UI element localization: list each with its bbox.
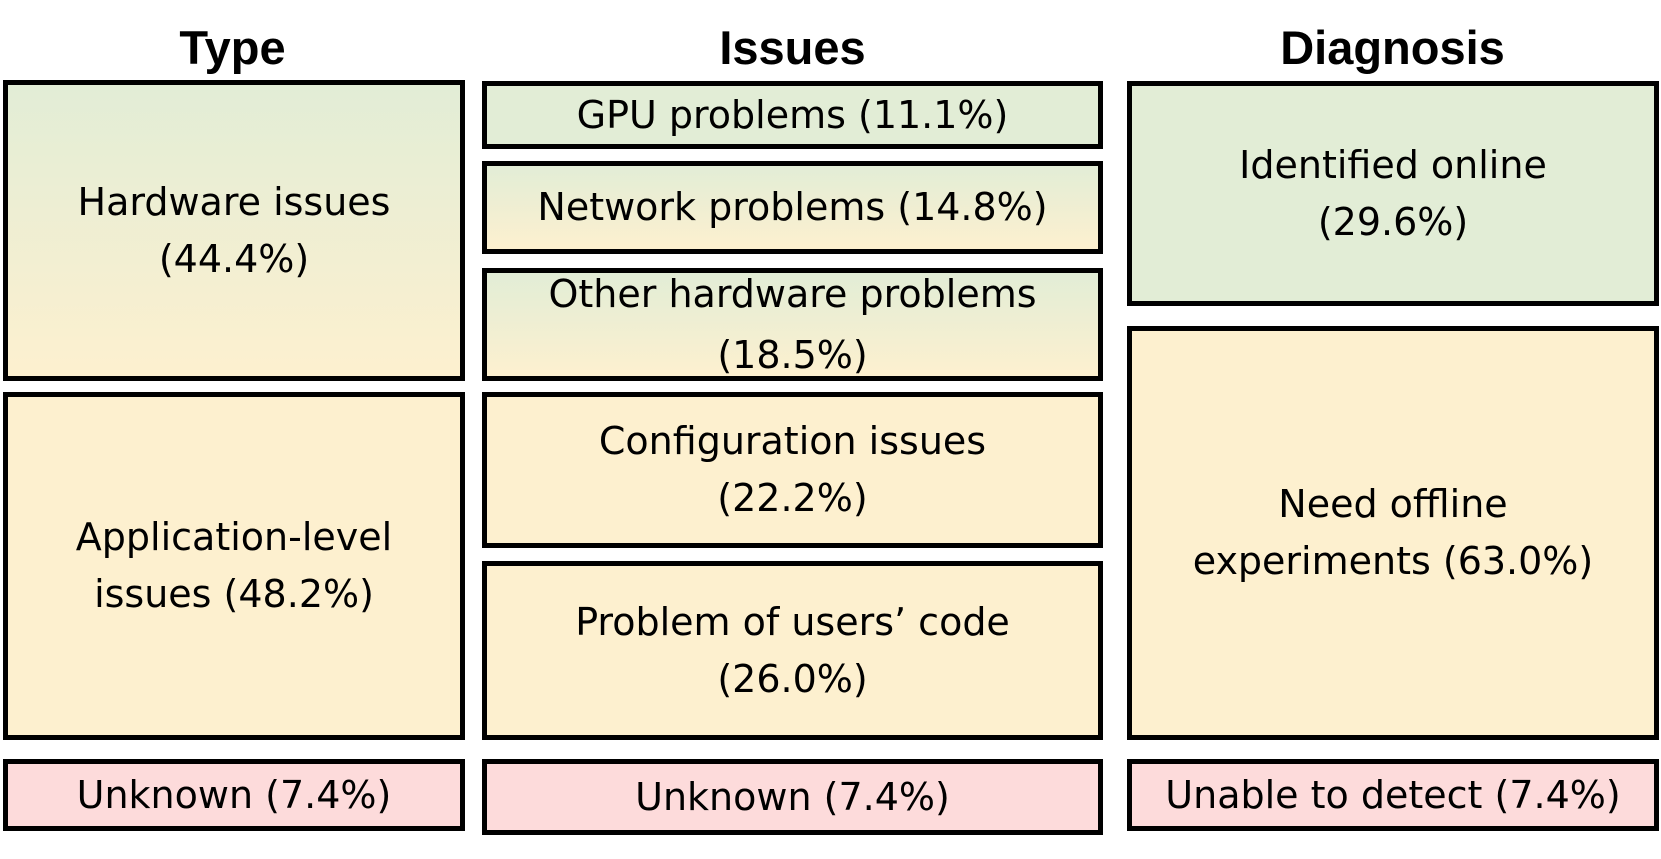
issue-configuration-percent: (22.2%) bbox=[717, 476, 868, 520]
type-hardware-box: Hardware issues (44.4%) bbox=[3, 80, 465, 381]
issue-other-hardware-percent: (18.5%) bbox=[717, 332, 868, 377]
diagnosis-column-header: Diagnosis bbox=[1280, 21, 1505, 74]
issue-user-code-label: Problem of users’ code bbox=[575, 599, 1010, 644]
diagnosis-online-label: Identified online bbox=[1239, 142, 1547, 187]
issue-configuration-label: Configuration issues bbox=[598, 419, 987, 463]
issue-other-hardware-box: Other hardware problems (18.5%) bbox=[482, 268, 1103, 381]
diagnosis-online-box: Identified online (29.6%) bbox=[1127, 81, 1659, 306]
type-unknown-label: Unknown (7.4%) bbox=[76, 772, 392, 817]
type-application-percent: issues (48.2%) bbox=[94, 572, 374, 616]
type-application-box: Application-level issues (48.2%) bbox=[3, 392, 465, 740]
type-hardware-label: Hardware issues bbox=[77, 179, 391, 224]
issue-user-code-percent: (26.0%) bbox=[717, 656, 868, 701]
issue-network-label: Network problems (14.8%) bbox=[537, 185, 1048, 229]
issue-unknown-label: Unknown (7.4%) bbox=[635, 774, 950, 819]
issue-user-code-box: Problem of users’ code (26.0%) bbox=[482, 561, 1103, 740]
diagnosis-online-percent: (29.6%) bbox=[1317, 199, 1469, 244]
type-application-label: Application-level bbox=[75, 515, 393, 559]
diagnosis-undetected-label: Unable to detect (7.4%) bbox=[1165, 772, 1621, 817]
issue-unknown-box: Unknown (7.4%) bbox=[482, 759, 1103, 835]
issue-network-box: Network problems (14.8%) bbox=[482, 161, 1103, 254]
issue-gpu-box: GPU problems (11.1%) bbox=[482, 81, 1103, 149]
issue-configuration-box: Configuration issues (22.2%) bbox=[482, 392, 1103, 548]
type-unknown-box: Unknown (7.4%) bbox=[3, 759, 465, 831]
diagnosis-offline-box: Need offline experiments (63.0%) bbox=[1127, 326, 1659, 740]
issue-other-hardware-label: Other hardware problems bbox=[548, 271, 1037, 316]
type-hardware-percent: (44.4%) bbox=[158, 236, 310, 281]
issue-gpu-label: GPU problems (11.1%) bbox=[576, 92, 1009, 137]
type-column-header: Type bbox=[179, 21, 286, 74]
diagnosis-offline-percent: experiments (63.0%) bbox=[1192, 539, 1594, 583]
diagnosis-offline-label: Need offline bbox=[1278, 482, 1508, 526]
issues-column-header: Issues bbox=[719, 21, 866, 74]
diagnosis-undetected-box: Unable to detect (7.4%) bbox=[1127, 759, 1659, 831]
